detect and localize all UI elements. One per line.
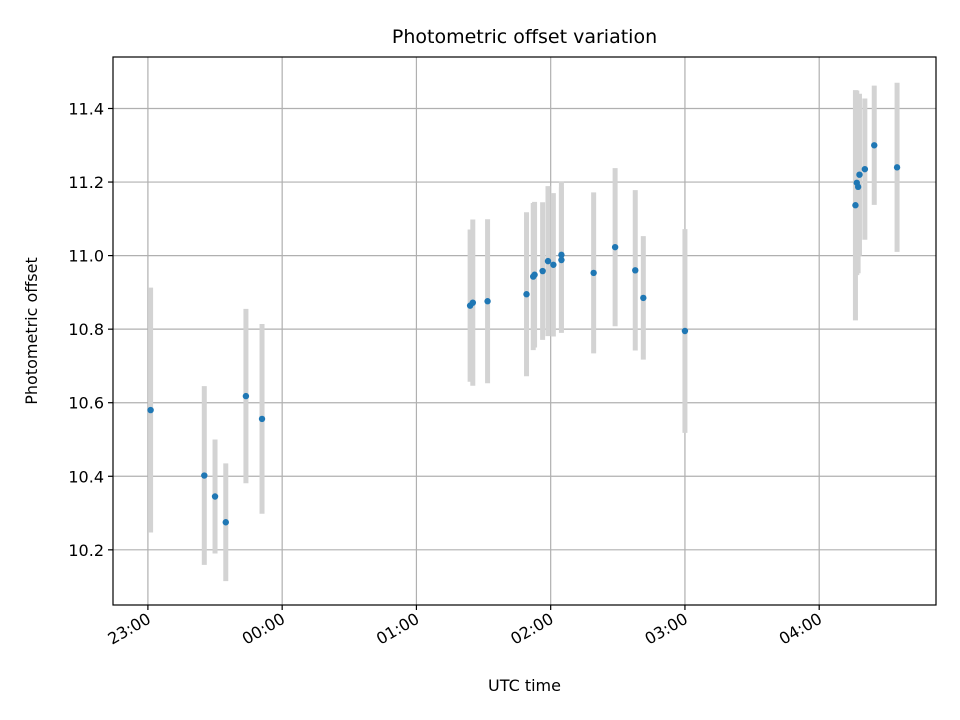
y-tick-label: 11.4 [68,99,104,118]
data-point [640,294,647,302]
data-point [854,183,862,191]
y-axis-ticks: 10.2 10.4 10.6 10.8 11.0 11.2 11.4 [68,99,113,560]
data-point [893,164,901,171]
data-point [523,291,530,298]
y-tick-label: 11.2 [68,173,104,192]
data-point [484,298,491,305]
plot-frame [112,56,937,606]
y-axis-label: Photometric offset [22,257,41,405]
data-point [469,299,477,306]
data-points [147,142,901,526]
data-point [544,257,552,265]
data-point [871,142,878,149]
data-point [852,202,859,209]
y-tick-label: 10.4 [68,467,104,486]
data-point [558,251,565,259]
x-tick-label: 04:00 [776,609,825,649]
data-point [258,415,266,423]
y-tick-label: 10.8 [68,320,104,339]
data-point [861,165,869,173]
x-tick-label: 01:00 [373,609,422,649]
data-point [242,392,250,400]
data-point [681,327,689,335]
data-point [531,271,538,278]
chart-title: Photometric offset variation [392,26,657,48]
x-tick-label: 03:00 [642,609,691,649]
data-point [632,267,639,274]
y-tick-label: 10.6 [68,394,104,413]
x-tick-label: 02:00 [507,609,556,649]
data-point [558,256,565,264]
data-point [590,269,597,277]
data-point [211,493,219,500]
data-point [222,519,229,526]
x-tick-label: 23:00 [104,609,153,649]
data-point [611,243,619,251]
x-tick-label: 00:00 [239,609,288,649]
x-axis-ticks: 23:00 00:00 01:00 02:00 03:00 04:00 [104,605,825,649]
error-bars [148,82,900,582]
data-point [147,406,154,414]
data-point [550,261,557,268]
x-axis-label: UTC time [488,676,561,695]
y-tick-label: 10.2 [68,541,104,560]
data-point [856,171,863,178]
data-point [201,472,208,479]
y-tick-label: 11.0 [68,247,104,266]
data-point [539,267,546,275]
